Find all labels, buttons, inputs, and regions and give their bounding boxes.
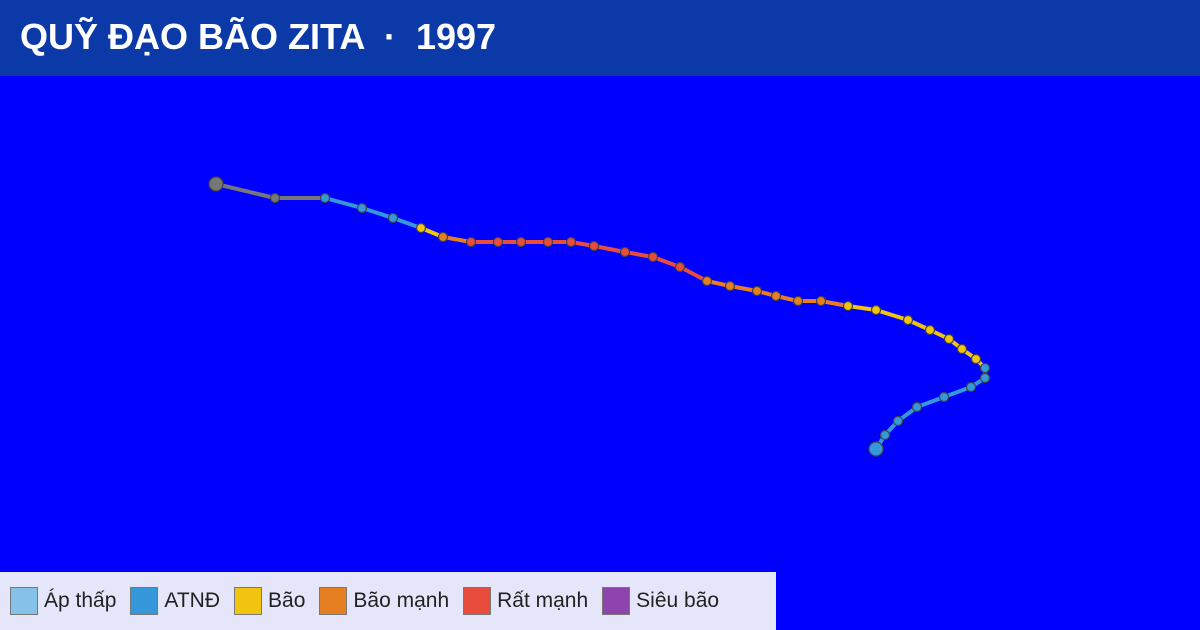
track-point — [943, 333, 955, 345]
track-segment — [214, 182, 277, 200]
track-point — [565, 236, 577, 248]
legend-swatch — [463, 587, 492, 615]
track-point — [868, 441, 884, 457]
legend-swatch — [130, 587, 159, 615]
header-title: QUỸ ĐẠO BÃO ZITA · 1997 — [0, 0, 1200, 76]
legend-item: Siêu bão — [602, 587, 719, 615]
legend-label: Áp thấp — [44, 589, 117, 612]
track-point — [437, 231, 449, 243]
legend-item: Bão — [234, 587, 305, 615]
track-point — [208, 176, 224, 192]
track-point — [892, 415, 904, 427]
track-point — [542, 236, 554, 248]
track-map — [208, 176, 991, 457]
track-point — [979, 362, 991, 374]
legend: Áp thấp ATNĐ Bão Bão mạnh Rất mạnh Siêu bão — [0, 572, 776, 630]
track-point — [701, 275, 713, 287]
track-segment — [592, 244, 627, 254]
track-point — [647, 251, 659, 263]
track-point — [619, 246, 631, 258]
track-point — [269, 192, 281, 204]
track-point — [770, 290, 782, 302]
track-point — [938, 391, 950, 403]
legend-label: Bão mạnh — [353, 589, 450, 612]
track-point — [979, 372, 991, 384]
legend-label: ATNĐ — [164, 589, 221, 612]
track-point — [902, 314, 914, 326]
track-point — [387, 212, 399, 224]
track-segment — [323, 196, 364, 210]
track-point — [674, 261, 686, 273]
track-point — [515, 236, 527, 248]
track-point — [319, 192, 331, 204]
track-point — [842, 300, 854, 312]
track-point — [792, 295, 804, 307]
legend-item: Áp thấp — [10, 587, 116, 615]
track-point — [965, 381, 977, 393]
legend-item: Bão mạnh — [319, 587, 449, 615]
track-point — [465, 236, 477, 248]
track-point — [751, 285, 763, 297]
track-segment — [874, 308, 910, 322]
legend-swatch — [234, 587, 263, 615]
track-point — [956, 343, 968, 355]
legend-label: Bão — [268, 589, 306, 612]
track-point — [415, 222, 427, 234]
legend-swatch — [10, 587, 38, 615]
track-point — [924, 324, 936, 336]
track-point — [492, 236, 504, 248]
legend-item: Rất mạnh — [463, 587, 588, 615]
legend-swatch — [319, 587, 348, 615]
track-point — [911, 401, 923, 413]
track-point — [870, 304, 882, 316]
legend-swatch — [602, 587, 631, 615]
track-point — [815, 295, 827, 307]
legend-item: ATNĐ — [130, 587, 220, 615]
legend-label: Rất mạnh — [497, 589, 589, 612]
track-point — [724, 280, 736, 292]
track-point — [588, 240, 600, 252]
track-point — [879, 429, 891, 441]
track-segment — [360, 206, 395, 220]
track-point — [970, 353, 982, 365]
legend-label: Siêu bão — [636, 589, 720, 612]
track-point — [356, 202, 368, 214]
